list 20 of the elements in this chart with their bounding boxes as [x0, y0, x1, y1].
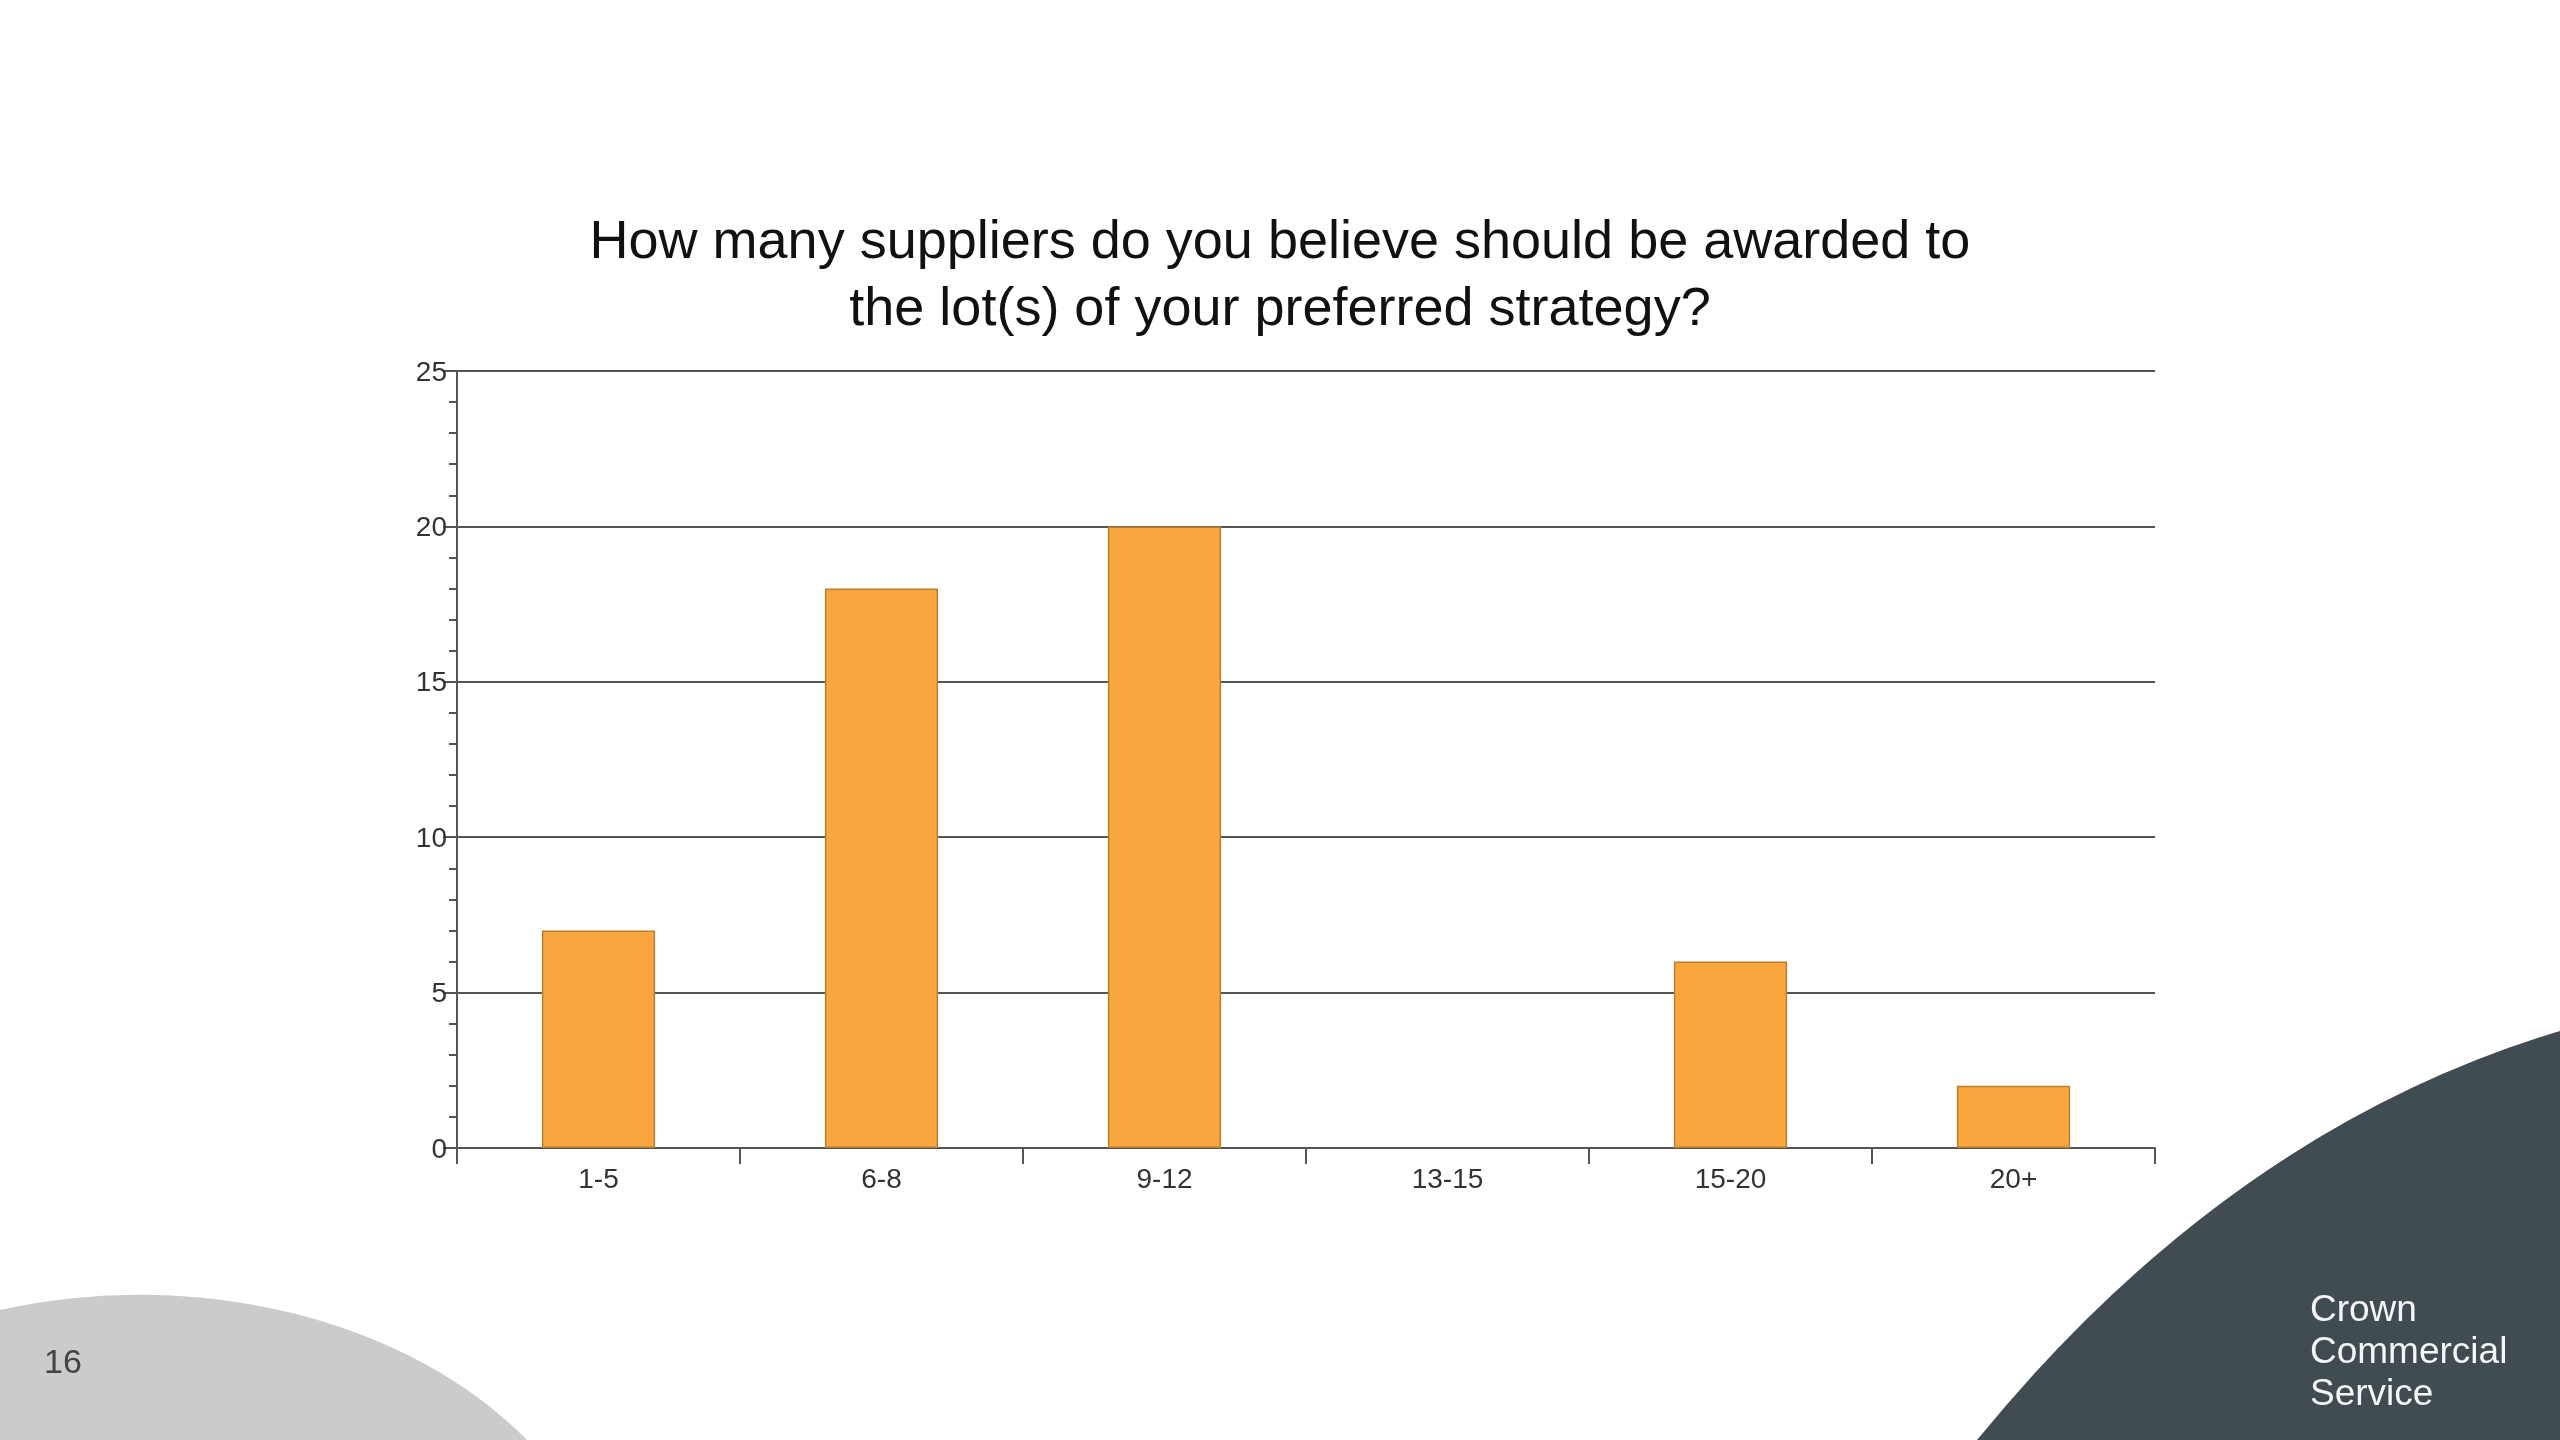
x-tick-label: 9-12 — [1136, 1162, 1193, 1194]
bar — [824, 588, 939, 1148]
y-tick-label: 20 — [415, 510, 447, 542]
bar — [1956, 1085, 2071, 1148]
text: 16 — [44, 1342, 82, 1381]
y-tick-label: 15 — [415, 666, 447, 698]
x-tick-label: 20+ — [1989, 1162, 2038, 1194]
chart-title: How many suppliers do you believe should be awarded to the lot(s) of your preferred strategy? — [588, 208, 1972, 338]
x-tick-label: 15-20 — [1694, 1162, 1767, 1194]
bar — [1107, 526, 1222, 1148]
x-tick-label: 6-8 — [861, 1162, 902, 1194]
bar — [1673, 961, 1788, 1148]
bar — [541, 930, 656, 1148]
y-tick-label: 10 — [415, 821, 447, 853]
x-tick-label: 13-15 — [1411, 1162, 1484, 1194]
y-tick-label: 5 — [431, 977, 447, 1009]
y-tick-label: 0 — [431, 1132, 447, 1164]
y-tick-label: 25 — [415, 355, 447, 387]
x-tick-label: 1-5 — [578, 1162, 619, 1194]
text: Crown Commercial Service — [2310, 1288, 2509, 1414]
